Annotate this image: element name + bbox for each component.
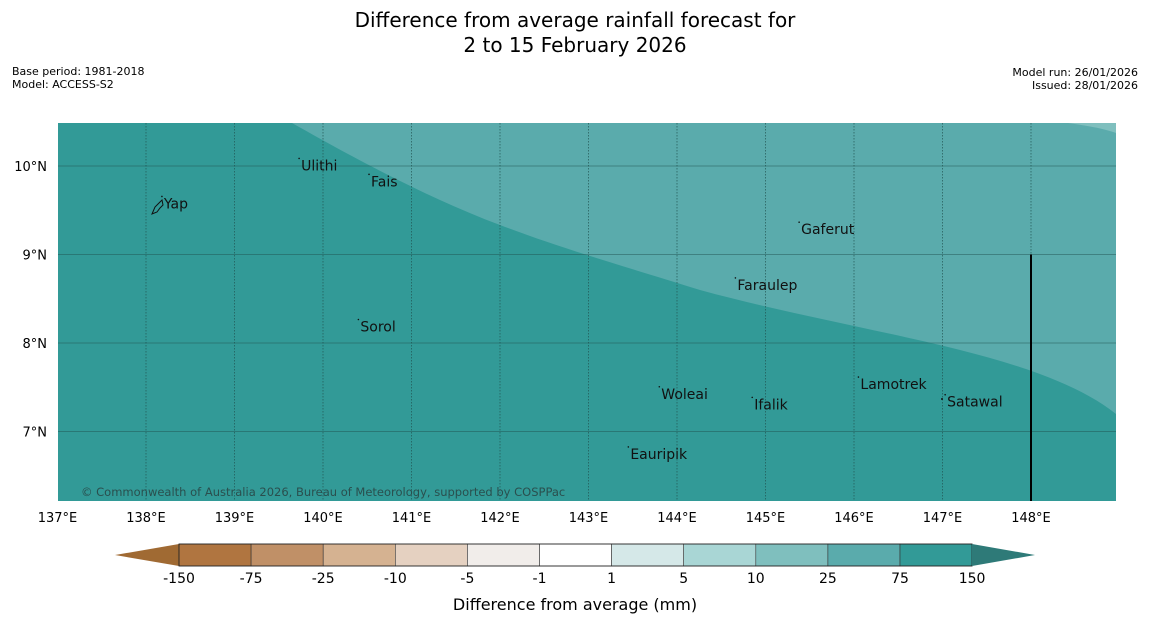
place-marker [857,376,860,378]
longitude-tick-label: 141°E [392,511,432,526]
graticule [58,123,1116,501]
longitude-tick-label: 142°E [480,511,520,526]
copyright-text: © Commonwealth of Australia 2026, Bureau… [81,485,565,499]
latitude-tick-label: 10°N [14,160,47,175]
latitude-tick-label: 7°N [23,426,48,441]
colorbar-tick-label: -10 [384,571,407,587]
longitude-labels: 137°E 138°E 139°E 140°E 141°E 142°E 143°E 144°E… [38,511,1051,526]
colorbar-bin [322,543,396,567]
longitude-tick-label: 144°E [657,511,697,526]
map-panel: Ulithi Fais Yap Gaferut Faraulep Sorol Lamotre… [58,123,1116,501]
colorbar: -150 -75 -25 -10 -5 -1 1 5 10 25 75 150 Difference … [115,543,1035,614]
longitude-tick-label: 147°E [923,511,963,526]
colorbar-tick-label: 150 [959,571,986,587]
meta-right: Model run: 26/01/2026 Issued: 28/01/2026 [1012,66,1138,92]
longitude-tick-label: 140°E [303,511,343,526]
model-name: Model: ACCESS-S2 [12,78,114,91]
place-marker [357,318,360,321]
colorbar-bin [683,543,757,567]
place-marker [798,221,800,223]
colorbar-tick-label: 10 [747,571,765,587]
colorbar-bin [755,543,829,567]
place-label: Ifalik [754,397,788,413]
model-run: Model run: 26/01/2026 [1012,66,1138,79]
place-label: Woleai [661,387,708,403]
title-line-2: 2 to 15 February 2026 [463,33,687,57]
colorbar-tick-label: -150 [163,571,195,587]
rainfall-region-corner [1068,123,1116,133]
place-label: Sorol [360,319,395,335]
colorbar-bin [178,543,252,567]
colorbar-bin [899,543,973,567]
colorbar-tick-label: -75 [240,571,263,587]
colorbar-tick-label: -1 [533,571,547,587]
colorbar-labels: -150 -75 -25 -10 -5 -1 1 5 10 25 75 150 [163,571,985,587]
place-marker [658,385,661,388]
place-label: Gaferut [801,222,855,238]
colorbar-bin [827,543,901,567]
colorbar-under-arrow [115,544,179,566]
place-label: Yap [163,196,188,212]
island-dot [941,398,943,400]
place-label: Fais [371,174,398,190]
colorbar-tick-label: -5 [460,571,474,587]
place-marker [368,173,370,176]
longitude-tick-label: 148°E [1011,511,1051,526]
title-line-1: Difference from average rainfall forecas… [354,8,796,32]
place-marker [298,157,300,160]
place-label: Lamotrek [860,377,927,393]
latitude-labels: 10°N 9°N 8°N 7°N [14,160,47,441]
latitude-tick-label: 8°N [23,337,48,352]
latitude-tick-label: 9°N [23,249,48,264]
place-marker [161,195,163,198]
meta-left: Base period: 1981-2018 Model: ACCESS-S2 [12,65,144,91]
colorbar-bin [250,543,324,567]
colorbar-bin [394,543,468,567]
longitude-tick-label: 137°E [38,511,78,526]
colorbar-bin [611,543,684,567]
colorbar-tick-label: 25 [819,571,837,587]
place-label: Faraulep [737,278,797,294]
colorbar-bin [467,543,540,567]
longitude-tick-label: 146°E [834,511,874,526]
place-marker [751,396,754,399]
longitude-tick-label: 145°E [746,511,786,526]
rainfall-region-25-75 [292,123,1116,414]
colorbar-over-arrow [972,544,1035,566]
colorbar-tick-label: 5 [679,571,688,587]
colorbar-tick-label: -25 [312,571,335,587]
place-marker [944,393,946,396]
place-marker [734,277,737,279]
longitude-tick-label: 138°E [126,511,166,526]
place-label: Eauripik [630,447,688,463]
colorbar-title: Difference from average (mm) [453,595,697,614]
colorbar-bin [539,543,612,567]
longitude-tick-label: 143°E [569,511,609,526]
longitude-tick-label: 139°E [215,511,255,526]
place-marker [627,446,630,448]
colorbar-bins [178,543,973,567]
chart-title: Difference from average rainfall forecas… [0,8,1150,58]
place-labels: Ulithi Fais Yap Gaferut Faraulep Sorol Lamotre… [161,157,1003,463]
place-label: Ulithi [301,158,337,174]
place-label: Satawal [947,395,1002,411]
colorbar-tick-label: 1 [607,571,616,587]
yap-island-shape [151,198,164,215]
colorbar-tick-label: 75 [891,571,909,587]
base-period: Base period: 1981-2018 [12,65,145,78]
issued-date: Issued: 28/01/2026 [1031,79,1138,92]
